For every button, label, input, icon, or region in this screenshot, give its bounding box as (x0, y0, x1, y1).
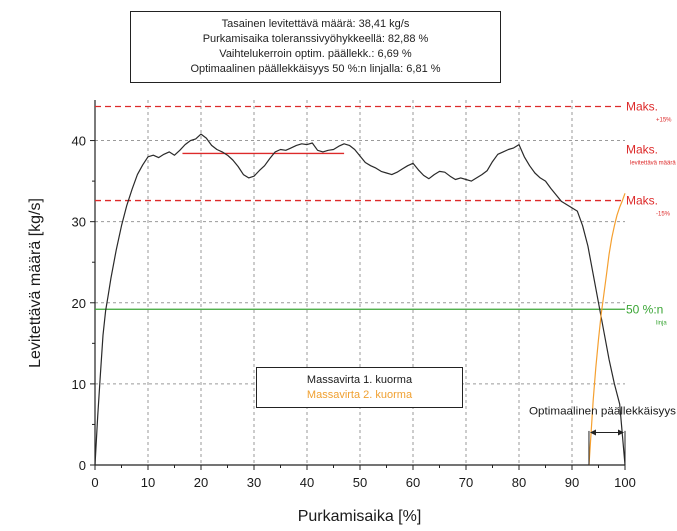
x-tick-label: 80 (512, 475, 526, 490)
x-tick-label: 0 (91, 475, 98, 490)
y-tick-label: 10 (72, 377, 86, 392)
legend: Massavirta 1. kuorma Massavirta 2. kuorm… (256, 367, 463, 408)
x-tick-label: 70 (459, 475, 473, 490)
x-tick-label: 50 (353, 475, 367, 490)
reference-lines: Maks. +15% Maks. levitettävä määrä Maks. -15%… (95, 99, 676, 326)
overlap-arrowhead-right (618, 429, 624, 436)
info-line-tolerance-time: Purkamisaika toleranssivyöhykkeellä: 82,… (202, 33, 429, 45)
reference-label: 50 %:n (626, 302, 663, 316)
x-tick-label: 20 (194, 475, 208, 490)
axes: 0 10 20 30 40 50 60 70 80 90 100 0 10 20 30 40 (72, 100, 636, 490)
info-line-variation-coefficient: Vaihtelukerroin optim. päällekk.: 6,69 % (219, 48, 412, 60)
x-tick-label: 100 (614, 475, 636, 490)
reference-sublabel: linja (656, 320, 667, 326)
series-line-2 (588, 193, 626, 466)
reference-label: Maks. (626, 142, 658, 156)
info-line-optimal-overlap: Optimaalinen päällekkäisyys 50 %:n linja… (190, 63, 441, 75)
y-tick-label: 40 (72, 134, 86, 149)
series-lines (94, 133, 626, 466)
info-line-uniform-rate: Tasainen levitettävä määrä: 38,41 kg/s (221, 18, 410, 30)
x-tick-label: 60 (406, 475, 420, 490)
info-box: Tasainen levitettävä määrä: 38,41 kg/s P… (130, 11, 501, 83)
overlap-label: Optimaalinen päällekkäisyys (529, 406, 677, 418)
series-line-1 (94, 133, 626, 466)
y-tick-label: 30 (72, 215, 86, 230)
legend-entry-series-2: Massavirta 2. kuorma (306, 388, 413, 401)
y-tick-label: 0 (79, 458, 86, 473)
y-tick-label: 20 (72, 296, 86, 311)
y-axis-label: Levitettävä määrä [kg/s] (27, 198, 44, 368)
reference-sublabel: +15% (656, 117, 672, 123)
reference-sublabel: levitettävä määrä (630, 160, 676, 166)
legend-entry-series-1: Massavirta 1. kuorma (306, 373, 413, 386)
reference-label: Maks. (626, 99, 658, 113)
x-axis-label-wrap: Purkamisaika [%] (0, 508, 677, 526)
x-tick-label: 30 (247, 475, 261, 490)
reference-sublabel: -15% (656, 212, 671, 218)
overlap-annotation: Optimaalinen päällekkäisyys (529, 406, 677, 465)
x-axis-label: Purkamisaika [%] (297, 508, 422, 525)
x-tick-label: 40 (300, 475, 314, 490)
x-tick-label: 90 (565, 475, 579, 490)
overlap-arrowhead-left (589, 429, 596, 436)
reference-label: Maks. (626, 194, 658, 208)
x-tick-label: 10 (141, 475, 155, 490)
